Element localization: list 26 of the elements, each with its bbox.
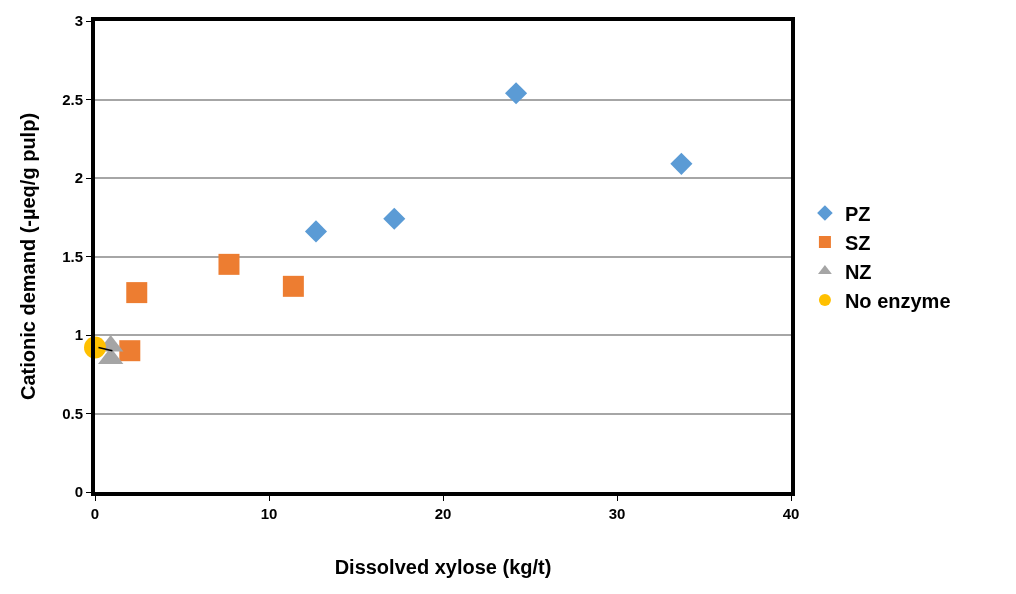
point (505, 82, 528, 105)
x-tick-label: 40 (782, 505, 800, 522)
x-tick-label: 20 (434, 505, 452, 522)
point (126, 282, 148, 304)
x-tick-label: 10 (260, 505, 278, 522)
y-tick-label: 2 (74, 169, 83, 187)
y-tick-label: 3 (74, 12, 83, 30)
x-axis-title: Dissolved xylose (kg/t) (334, 556, 552, 578)
point (119, 340, 141, 362)
legend-label: SZ (844, 231, 871, 254)
x-tick-label: 0 (90, 505, 100, 522)
y-axis-title: Cationic demand (-µeq/g pulp) (17, 112, 40, 401)
x-tick-label: 30 (608, 505, 626, 522)
legend-label: NZ (844, 260, 872, 283)
y-tick-label: 0 (74, 483, 83, 501)
y-tick-label: 2.5 (62, 90, 83, 108)
y-tick-label: 1.5 (62, 247, 83, 265)
y-tick-label: 0.5 (62, 404, 83, 422)
point (282, 275, 304, 297)
point (218, 253, 240, 275)
point (383, 207, 406, 230)
legend-label: No enzyme (844, 289, 951, 312)
point (304, 220, 328, 243)
point (670, 152, 693, 175)
legend-label: PZ (844, 202, 871, 225)
y-tick-label: 1 (74, 326, 83, 344)
